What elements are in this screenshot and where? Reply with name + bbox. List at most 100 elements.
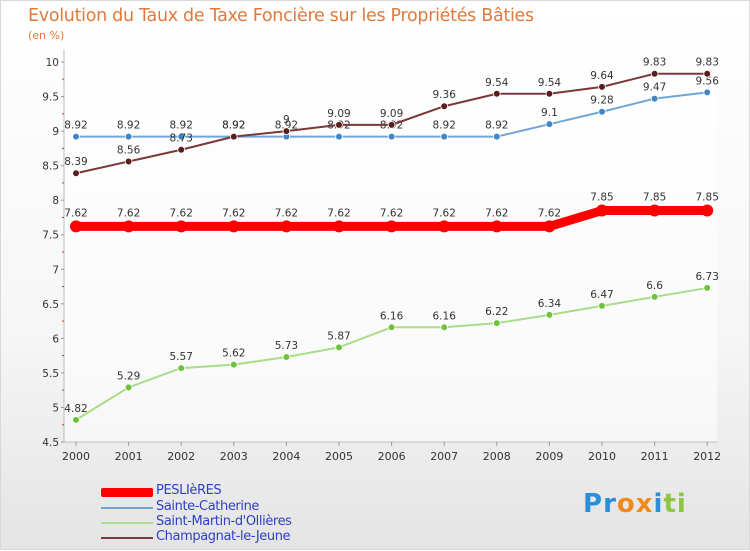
- data-label: 7.62: [327, 207, 350, 219]
- data-label: 7.62: [64, 207, 87, 219]
- x-tick-label: 2001: [115, 450, 143, 463]
- data-label: 5.87: [327, 330, 350, 342]
- y-tick-label: 8.5: [42, 161, 59, 173]
- data-label: 8.92: [485, 120, 508, 132]
- x-tick-label: 2004: [272, 450, 300, 463]
- data-point: [490, 220, 503, 233]
- data-point: [122, 220, 135, 233]
- data-label: 9.64: [590, 70, 614, 82]
- data-label: 7.85: [643, 192, 666, 204]
- logo-letter: i: [653, 489, 664, 519]
- x-tick-label: 2006: [378, 450, 406, 463]
- unit-label: (en %): [28, 29, 65, 42]
- data-point: [335, 121, 343, 129]
- data-label: 9: [283, 114, 290, 126]
- data-point: [703, 69, 711, 78]
- data-label: 6.22: [485, 306, 508, 318]
- data-point: [440, 132, 449, 141]
- legend-swatch-champagnat: [101, 537, 153, 539]
- data-point: [438, 220, 451, 233]
- data-point: [596, 204, 608, 217]
- x-tick-label: 2008: [483, 450, 511, 463]
- data-point: [177, 145, 186, 154]
- data-label: 9.1: [541, 107, 558, 119]
- data-point: [387, 132, 396, 141]
- data-point: [387, 121, 396, 129]
- data-point: [650, 69, 659, 78]
- data-label: 6.16: [433, 310, 457, 322]
- logo-letter: t: [663, 489, 677, 519]
- data-point: [545, 89, 554, 98]
- legend-label-champagnat: Champagnat-le-Jeune: [156, 529, 291, 544]
- data-label: 8.92: [222, 120, 245, 132]
- data-point: [701, 204, 714, 217]
- data-point: [440, 102, 449, 111]
- data-point: [177, 364, 186, 372]
- data-label: 9.47: [643, 82, 666, 94]
- x-tick-label: 2011: [641, 450, 669, 463]
- logo-letter: r: [603, 489, 617, 519]
- data-point: [648, 204, 661, 217]
- data-label: 7.62: [170, 207, 193, 219]
- data-point: [598, 83, 606, 91]
- y-tick-label: 5: [52, 402, 59, 414]
- data-point: [703, 88, 711, 97]
- data-label: 4.82: [64, 403, 87, 415]
- data-label: 6.47: [590, 289, 613, 301]
- data-point: [335, 343, 343, 352]
- data-label: 9.36: [433, 89, 457, 101]
- data-point: [543, 220, 556, 233]
- data-point: [282, 353, 291, 361]
- data-point: [72, 132, 80, 141]
- data-point: [333, 220, 345, 233]
- data-point: [598, 302, 606, 310]
- data-label: 6.34: [538, 298, 562, 310]
- data-point: [175, 220, 188, 233]
- y-tick-label: 6.5: [42, 299, 59, 311]
- data-label: 8.56: [117, 144, 141, 156]
- data-label: 9.54: [538, 77, 562, 89]
- data-label: 7.62: [380, 207, 403, 219]
- y-tick-label: 8: [52, 195, 59, 207]
- data-label: 5.73: [275, 340, 298, 352]
- data-point: [124, 157, 133, 166]
- data-point: [72, 416, 80, 424]
- data-point: [230, 360, 238, 369]
- data-point: [280, 220, 293, 233]
- data-point: [703, 284, 711, 292]
- logo-letter: P: [583, 489, 604, 519]
- y-tick-label: 7: [52, 264, 59, 276]
- x-tick-label: 2002: [167, 450, 195, 463]
- data-label: 7.62: [538, 207, 561, 219]
- data-point: [227, 220, 240, 233]
- data-point: [492, 132, 501, 141]
- data-point: [282, 127, 291, 135]
- data-label: 7.62: [275, 207, 298, 219]
- y-tick-label: 9: [52, 126, 59, 138]
- data-label: 8.92: [117, 120, 140, 132]
- x-tick-label: 2012: [693, 450, 721, 463]
- data-label: 7.85: [696, 192, 719, 204]
- y-tick-label: 6: [52, 333, 59, 345]
- data-label: 9.83: [643, 57, 666, 69]
- data-label: 9.83: [696, 57, 719, 69]
- data-label: 8.39: [64, 156, 87, 168]
- data-label: 7.62: [433, 207, 456, 219]
- data-label: 9.09: [380, 108, 403, 120]
- legend-label-peslieres: PESLIèRES: [156, 483, 222, 498]
- x-tick-label: 2007: [430, 450, 458, 463]
- data-label: 6.73: [696, 271, 719, 283]
- proxiti-logo: Proxiti: [583, 489, 687, 519]
- y-tick-label: 5.5: [42, 368, 59, 380]
- data-point: [124, 132, 133, 141]
- chart-title: Evolution du Taux de Taxe Foncière sur l…: [28, 6, 534, 26]
- data-point: [387, 323, 396, 332]
- plot-area: [64, 50, 717, 442]
- logo-letter: x: [635, 489, 654, 519]
- legend-swatch-sainte-catherine: [101, 507, 153, 509]
- logo-letter: i: [676, 489, 687, 519]
- data-label: 9.28: [590, 95, 613, 107]
- data-label: 5.62: [222, 348, 245, 360]
